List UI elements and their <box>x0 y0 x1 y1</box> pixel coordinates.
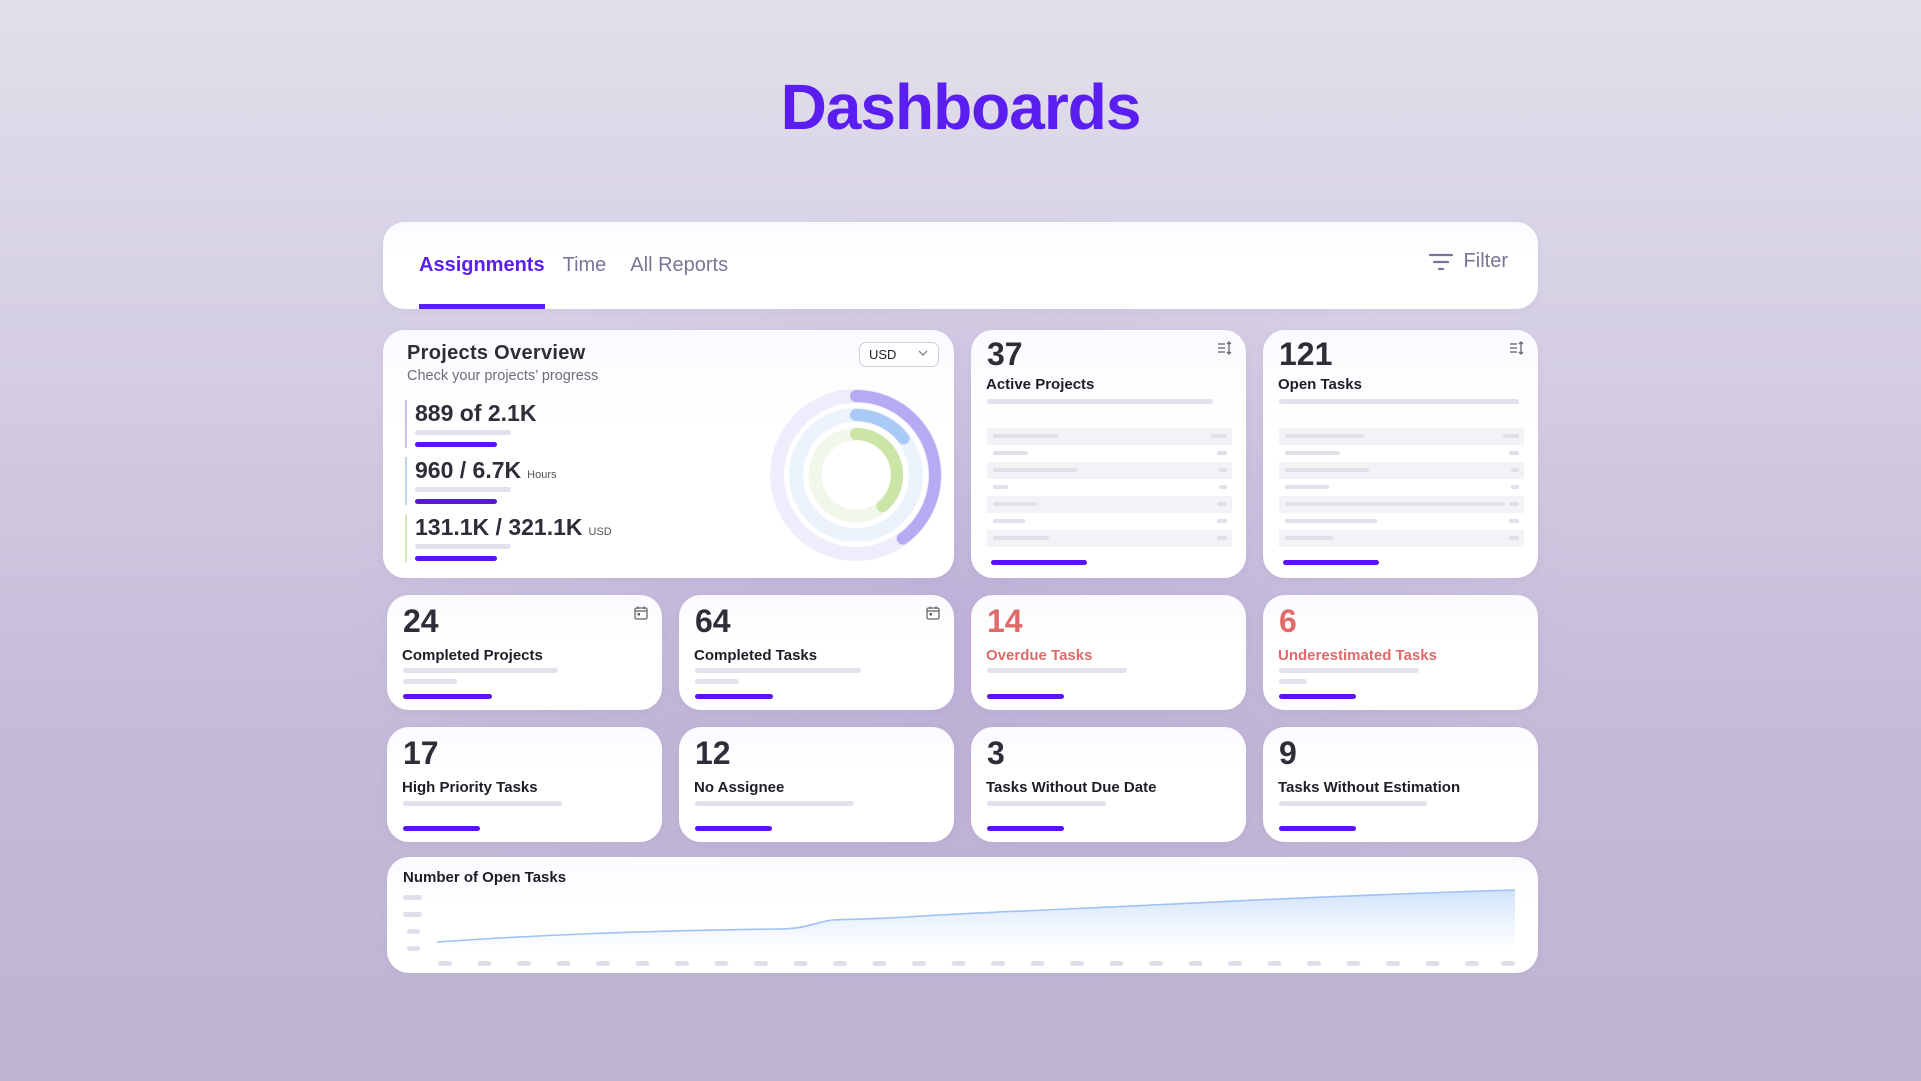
metric-unit: USD <box>588 526 612 538</box>
open-tasks-line-chart <box>403 889 1516 966</box>
metric-value: 960 / 6.7K <box>415 457 522 483</box>
calendar-icon[interactable] <box>633 605 649 621</box>
placeholder-line <box>1279 801 1427 806</box>
card-value: 17 <box>403 735 439 771</box>
placeholder-line <box>403 679 457 684</box>
card-label: Completed Projects <box>402 647 543 664</box>
open-tasks-card[interactable]: 121 Open Tasks <box>1263 330 1538 578</box>
card-value: 121 <box>1279 336 1333 372</box>
card-label: Active Projects <box>986 376 1095 393</box>
card-accent-bar <box>1283 560 1379 565</box>
placeholder-line <box>987 399 1213 404</box>
metric-projects: 889 of 2.1K <box>405 400 645 448</box>
metric-track <box>415 430 511 435</box>
placeholder-line <box>695 679 739 684</box>
chevron-down-icon <box>918 350 928 356</box>
card-label: Underestimated Tasks <box>1278 647 1437 664</box>
active-projects-card[interactable]: 37 Active Projects <box>971 330 1246 578</box>
card-label: No Assignee <box>694 779 785 796</box>
metric-value: 131.1K / 321.1K <box>415 514 583 540</box>
card-value: 12 <box>695 735 731 771</box>
currency-value: USD <box>869 347 897 362</box>
card-accent-bar <box>695 826 772 831</box>
placeholder-line <box>403 668 558 673</box>
filter-label: Filter <box>1463 250 1508 272</box>
tab-bar: Assignments Time All Reports Filter <box>383 222 1538 309</box>
progress-rings-chart <box>770 389 942 561</box>
metric-progress <box>415 499 497 504</box>
no-assignee-card[interactable]: 12 No Assignee <box>679 727 954 842</box>
page-title: Dashboards <box>780 71 1142 143</box>
filter-button[interactable]: Filter <box>1428 250 1508 273</box>
currency-select[interactable]: USD <box>859 342 939 367</box>
card-value: 64 <box>695 603 731 639</box>
card-label: Overdue Tasks <box>986 647 1093 664</box>
card-accent-bar <box>991 560 1087 565</box>
metric-value: 889 of 2.1K <box>415 400 537 426</box>
placeholder-line <box>695 668 861 673</box>
tab-assignments[interactable]: Assignments <box>419 222 545 309</box>
placeholder-line <box>1279 679 1307 684</box>
card-accent-bar <box>1279 694 1356 699</box>
overview-subtitle: Check your projects’ progress <box>407 368 599 384</box>
metric-hours: 960 / 6.7K Hours <box>405 457 645 505</box>
high-priority-tasks-card[interactable]: 17 High Priority Tasks <box>387 727 662 842</box>
card-accent-bar <box>695 694 773 699</box>
x-axis-ticks <box>438 961 1515 966</box>
card-accent-bar <box>403 826 480 831</box>
card-label: Completed Tasks <box>694 647 818 664</box>
placeholder-line <box>987 668 1127 673</box>
tasks-without-estimation-card[interactable]: 9 Tasks Without Estimation <box>1263 727 1538 842</box>
filter-icon <box>1428 253 1453 270</box>
tab-time[interactable]: Time <box>562 254 607 276</box>
placeholder-line <box>1279 399 1519 404</box>
tabs: Assignments Time All Reports <box>419 222 728 309</box>
placeholder-list <box>1279 428 1524 547</box>
placeholder-line <box>1279 668 1419 673</box>
card-value: 24 <box>403 603 439 639</box>
placeholder-line <box>403 801 562 806</box>
calendar-icon[interactable] <box>925 605 941 621</box>
projects-overview-card: Projects Overview Check your projects’ p… <box>383 330 954 578</box>
overview-title: Projects Overview <box>407 342 586 364</box>
chart-title: Number of Open Tasks <box>403 869 567 886</box>
card-label: Open Tasks <box>1278 376 1362 393</box>
card-accent-bar <box>987 826 1064 831</box>
metric-unit: Hours <box>527 469 557 481</box>
card-value: 14 <box>987 603 1023 639</box>
metric-track <box>415 487 511 492</box>
overdue-tasks-card[interactable]: 14 Overdue Tasks <box>971 595 1246 710</box>
underestimated-tasks-card[interactable]: 6 Underestimated Tasks <box>1263 595 1538 710</box>
metric-track <box>415 544 511 549</box>
open-tasks-chart-card: Number of Open Tasks <box>387 857 1538 973</box>
placeholder-line <box>987 801 1106 806</box>
completed-tasks-card[interactable]: 64 Completed Tasks <box>679 595 954 710</box>
card-label: Tasks Without Due Date <box>986 779 1157 796</box>
sort-icon[interactable] <box>1217 340 1233 356</box>
tasks-without-due-date-card[interactable]: 3 Tasks Without Due Date <box>971 727 1246 842</box>
y-axis-ticks <box>403 895 422 951</box>
metric-budget: 131.1K / 321.1K USD <box>405 514 645 562</box>
card-accent-bar <box>1279 826 1356 831</box>
metric-progress <box>415 442 497 447</box>
card-label: Tasks Without Estimation <box>1278 779 1461 796</box>
card-value: 37 <box>987 336 1023 372</box>
card-value: 9 <box>1279 735 1297 771</box>
card-accent-bar <box>987 694 1064 699</box>
card-value: 3 <box>987 735 1005 771</box>
metric-progress <box>415 556 497 561</box>
completed-projects-card[interactable]: 24 Completed Projects <box>387 595 662 710</box>
card-accent-bar <box>403 694 492 699</box>
card-label: High Priority Tasks <box>402 779 538 796</box>
sort-icon[interactable] <box>1509 340 1525 356</box>
card-value: 6 <box>1279 603 1297 639</box>
placeholder-list <box>987 428 1232 547</box>
tab-all-reports[interactable]: All Reports <box>630 254 729 276</box>
placeholder-line <box>695 801 854 806</box>
